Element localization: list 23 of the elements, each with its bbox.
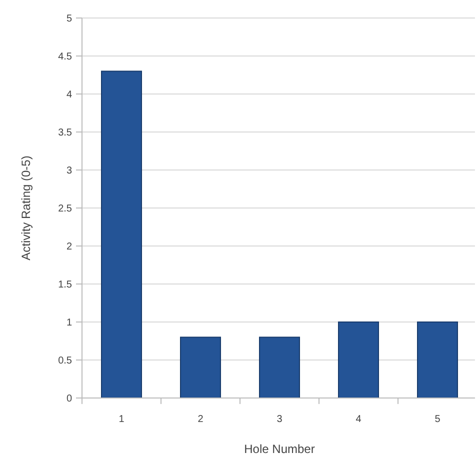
y-tick-label: 3 — [66, 166, 72, 176]
y-tick-label: 2 — [66, 242, 72, 252]
y-tick-label: 5 — [66, 14, 72, 24]
x-tick-label: 3 — [276, 414, 283, 425]
y-axis-title: Activity Rating (0-5) — [19, 156, 33, 260]
bar — [180, 336, 221, 398]
x-tick-label: 5 — [434, 414, 441, 425]
y-tick-label: 1.5 — [58, 280, 72, 290]
x-axis-title: Hole Number — [244, 442, 315, 456]
y-tick-label: 0.5 — [58, 356, 72, 366]
x-tick-label: 2 — [198, 414, 204, 425]
y-tick-label: 0 — [66, 394, 72, 404]
y-tick-label: 1 — [66, 318, 72, 328]
y-tick-label: 3.5 — [58, 128, 72, 138]
y-tick-label: 4 — [66, 90, 72, 100]
bar — [417, 322, 458, 398]
bar — [259, 336, 300, 398]
y-tick-label: 2.5 — [58, 204, 72, 214]
bar — [101, 70, 142, 398]
x-tick-label: 1 — [118, 414, 125, 425]
y-tick-label: 4.5 — [58, 52, 72, 62]
bar — [338, 322, 379, 398]
x-tick-label: 4 — [356, 414, 362, 425]
